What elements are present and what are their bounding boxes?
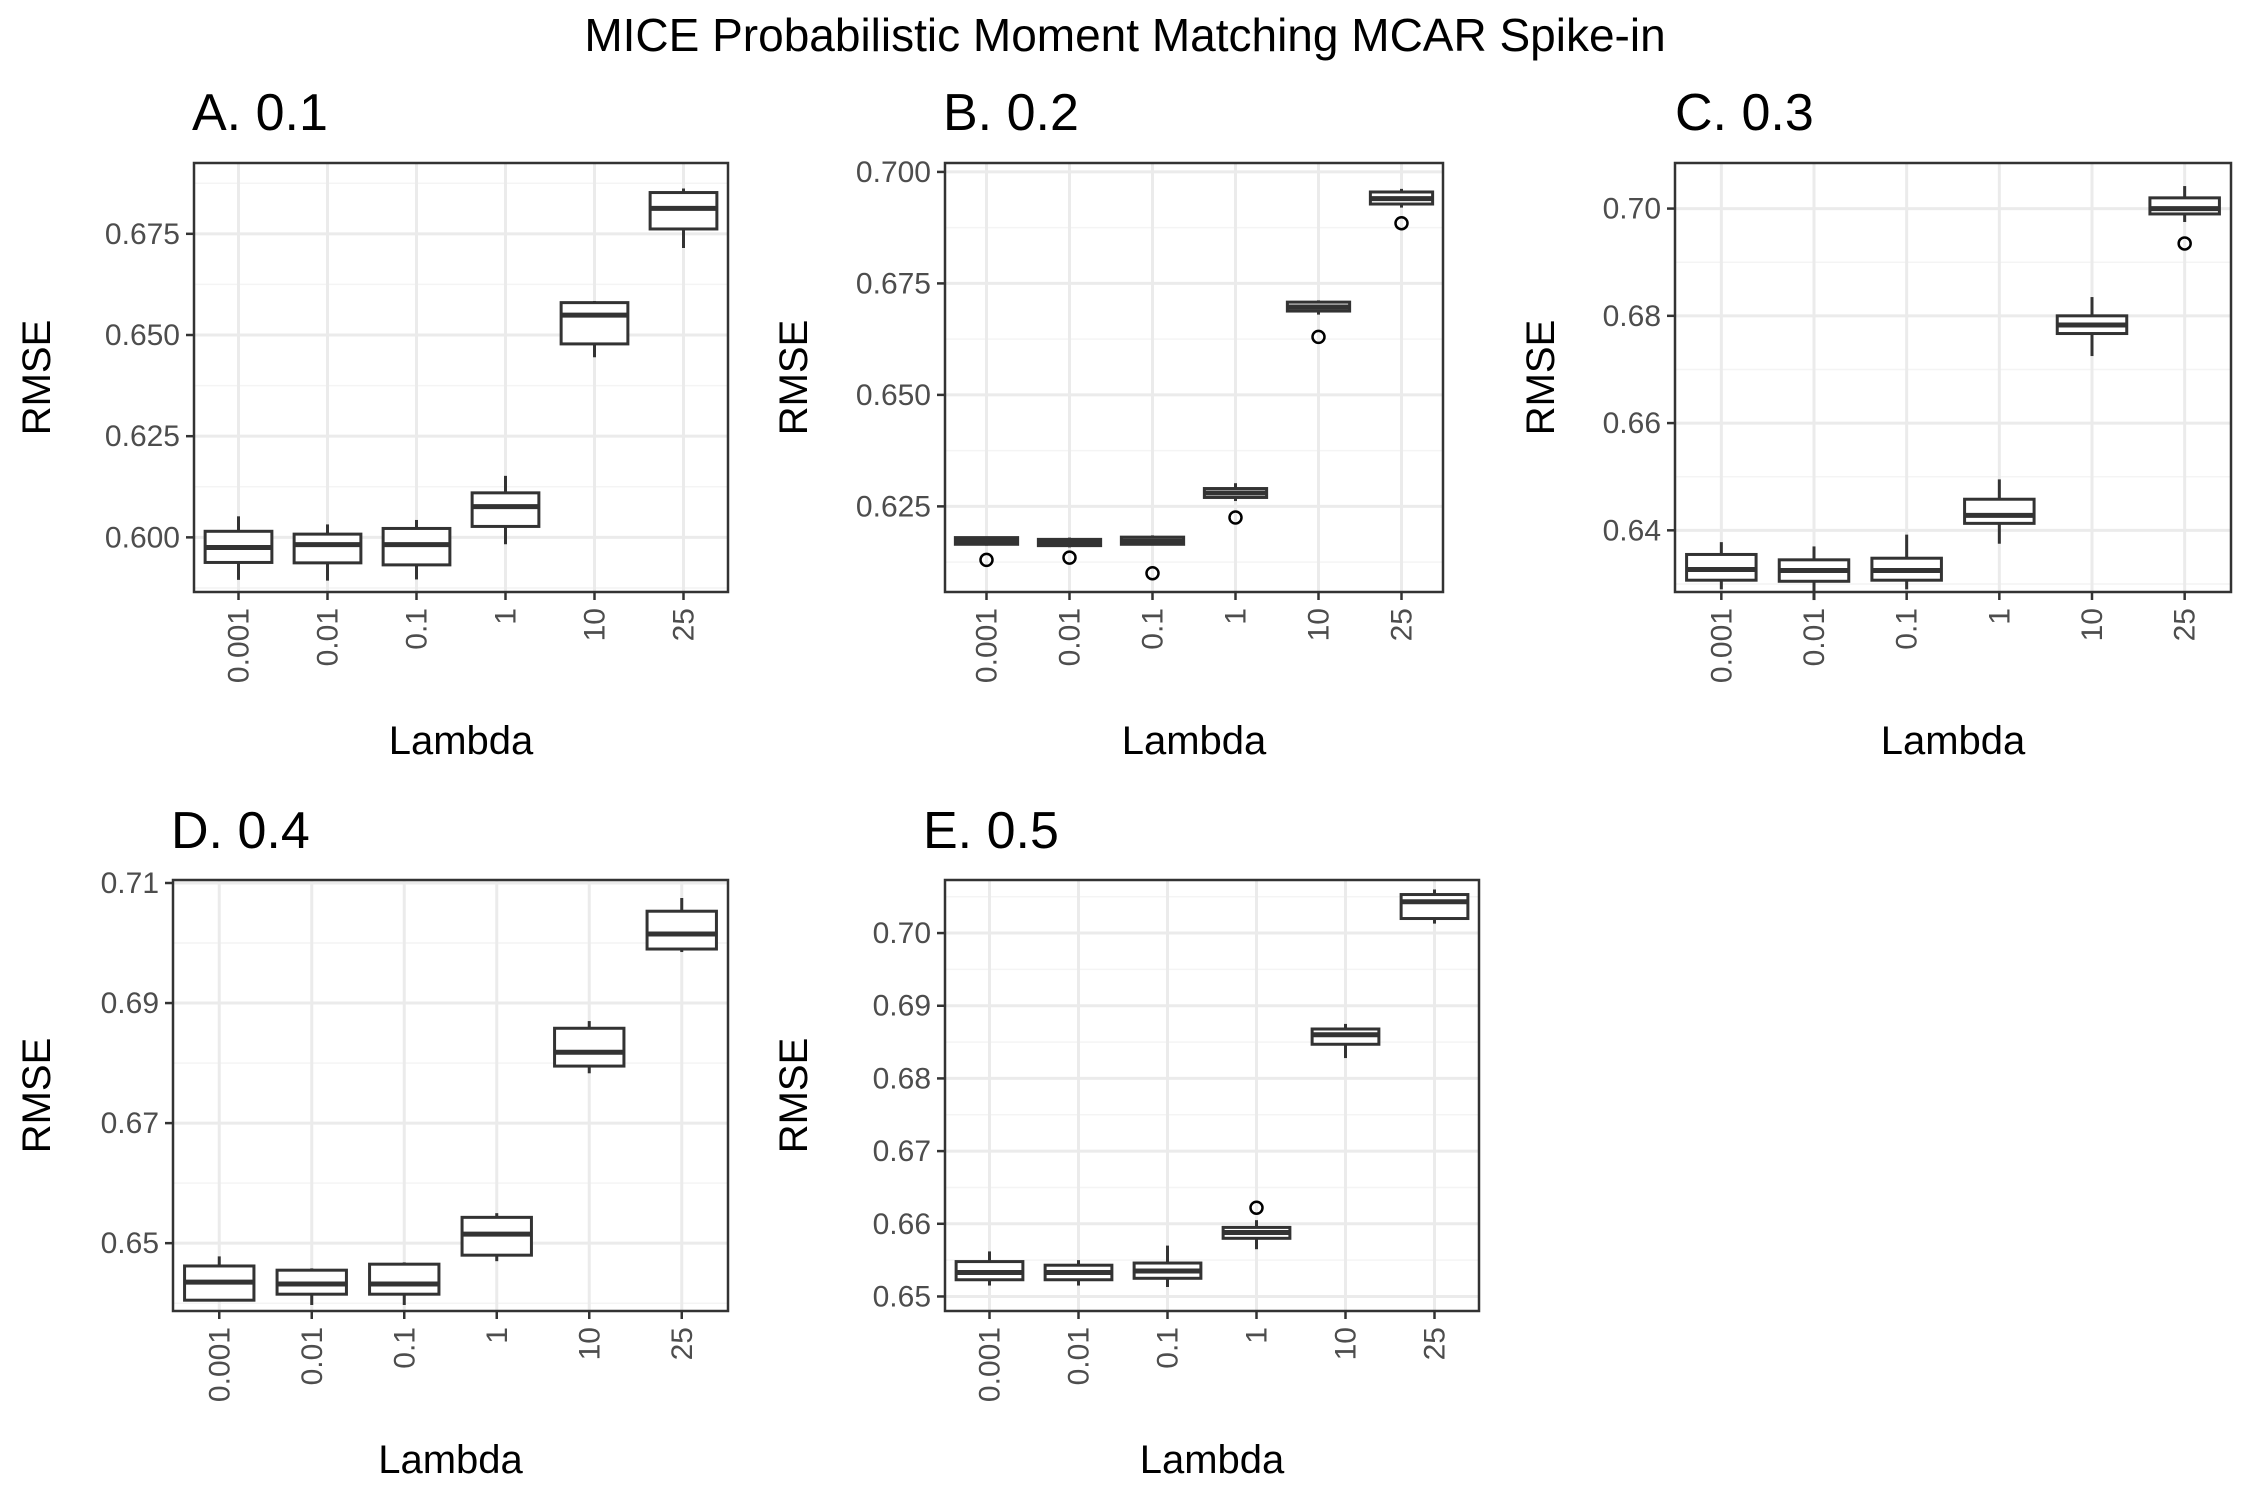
x-tick-label: 0.1 [1137,608,1170,650]
x-tick-label: 1 [481,1327,514,1344]
y-tick-label: 0.68 [1603,300,1661,333]
panel-background [194,163,728,592]
x-tick-label: 10 [1303,608,1336,641]
x-tick-label: 0.1 [401,608,434,650]
y-tick-label: 0.675 [105,218,180,251]
panel-title: E. 0.5 [923,802,1059,860]
panel-title: B. 0.2 [943,84,1079,142]
outlier-point [1394,215,1409,231]
panel-title: A. 0.1 [192,84,328,142]
x-tick-label: 0.1 [1891,608,1924,650]
outlier-point [1249,1200,1264,1216]
y-tick-label: 0.650 [856,379,931,412]
panel-title: C. 0.3 [1675,84,1814,142]
outlier-point [1311,329,1326,345]
panel-background [1675,163,2231,592]
y-tick-label: 0.65 [101,1227,159,1260]
x-tick-label: 0.01 [1063,1327,1096,1385]
panel-title: D. 0.4 [171,802,310,860]
panel-background [945,163,1443,592]
y-tick-label: 0.64 [1603,514,1661,547]
box-iqr [368,1262,441,1296]
box-iqr [559,301,630,346]
x-axis-title: Lambda [378,1438,523,1482]
x-tick-label: 1 [490,608,523,625]
x-tick-label: 0.1 [388,1327,421,1369]
y-tick-label: 0.71 [101,867,159,900]
x-tick-label: 1 [1983,608,2016,625]
x-tick-label: 0.001 [974,1327,1007,1402]
x-tick-label: 25 [666,1327,699,1360]
panel-background [945,880,1479,1311]
panel-background [173,880,728,1311]
x-tick-label: 0.1 [1152,1327,1185,1369]
y-tick-label: 0.67 [873,1135,931,1168]
x-tick-label: 0.01 [312,608,345,666]
y-axis-title: RMSE [15,1038,59,1154]
y-tick-label: 0.650 [105,319,180,352]
outlier-point [1062,550,1077,565]
x-axis-title: Lambda [389,719,534,763]
box-iqr [1399,893,1470,921]
y-tick-label: 0.625 [105,420,180,453]
x-tick-label: 1 [1220,608,1253,625]
y-tick-label: 0.65 [873,1280,931,1313]
y-axis-title: RMSE [15,320,59,436]
x-tick-label: 25 [668,608,701,641]
x-tick-label: 0.01 [1054,608,1087,666]
x-tick-label: 0.01 [1798,608,1831,666]
x-tick-label: 0.001 [1705,608,1738,683]
y-tick-label: 0.66 [1603,407,1661,440]
x-axis-title: Lambda [1122,719,1267,763]
x-tick-label: 0.001 [971,608,1004,683]
panel-border [1673,161,2233,594]
outlier-point [1228,510,1243,525]
x-tick-label: 10 [579,608,612,641]
x-tick-label: 25 [1419,1327,1452,1360]
x-tick-label: 25 [2169,608,2202,641]
y-tick-label: 0.69 [873,990,931,1023]
y-tick-label: 0.700 [856,156,931,189]
x-tick-label: 10 [573,1327,606,1360]
x-tick-label: 10 [1330,1327,1363,1360]
y-tick-label: 0.69 [101,987,159,1020]
box-iqr [470,491,541,528]
box-iqr [1963,497,2036,525]
box-iqr [292,532,363,565]
box-iqr [553,1026,626,1068]
outlier-point [2177,236,2192,251]
y-tick-label: 0.70 [873,917,931,950]
x-tick-label: 0.01 [296,1327,329,1385]
y-axis-title: RMSE [772,320,816,436]
y-axis-title: RMSE [1519,320,1563,436]
y-tick-label: 0.68 [873,1062,931,1095]
x-axis-title: Lambda [1140,1438,1285,1482]
x-tick-label: 0.001 [203,1327,236,1402]
y-tick-label: 0.70 [1603,193,1661,226]
y-tick-label: 0.625 [856,490,931,523]
y-tick-label: 0.67 [101,1107,159,1140]
x-tick-label: 1 [1241,1327,1274,1344]
y-tick-label: 0.600 [105,521,180,554]
x-tick-label: 0.001 [223,608,256,683]
x-axis-title: Lambda [1881,719,2026,763]
x-tick-label: 25 [1386,608,1419,641]
panel-border [192,161,730,594]
box-iqr [645,909,718,951]
outlier-point [1145,566,1160,581]
panel-border [171,878,730,1313]
panel-border [943,161,1445,594]
panel-border [943,878,1481,1313]
outlier-point [979,552,994,568]
box-iqr [2148,196,2221,216]
y-axis-title: RMSE [772,1038,816,1154]
figure-title: MICE Probabilistic Moment Matching MCAR … [584,9,1666,61]
y-tick-label: 0.66 [873,1208,931,1241]
x-tick-label: 10 [2076,608,2109,641]
y-tick-label: 0.675 [856,267,931,300]
